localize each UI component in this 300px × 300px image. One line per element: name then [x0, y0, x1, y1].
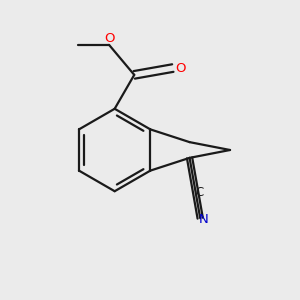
Text: O: O [175, 61, 185, 75]
Text: N: N [198, 213, 208, 226]
Text: C: C [195, 186, 204, 199]
Text: O: O [104, 32, 114, 45]
